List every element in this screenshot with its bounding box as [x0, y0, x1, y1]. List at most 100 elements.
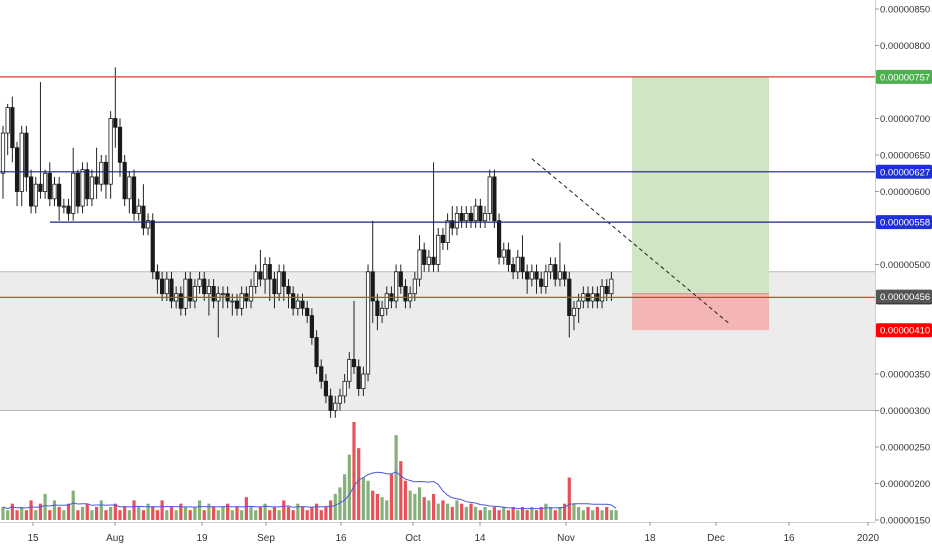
candle[interactable] [24, 125, 29, 192]
candle[interactable] [515, 249, 520, 280]
candle[interactable] [33, 176, 38, 214]
candle[interactable] [0, 125, 6, 199]
resistance-757-price-tag[interactable]: 0.00000757 [876, 69, 932, 84]
candle[interactable] [10, 96, 15, 163]
candle[interactable] [117, 118, 123, 177]
candle[interactable] [183, 271, 188, 316]
candle[interactable] [534, 264, 539, 294]
candle[interactable] [192, 279, 197, 309]
candle[interactable] [468, 206, 474, 228]
candle[interactable] [122, 155, 127, 207]
price-axis[interactable]: 0.00000850 0.00000800 0.00000700 0.00000650… [875, 5, 932, 527]
candle[interactable] [309, 308, 314, 345]
candle[interactable] [319, 359, 324, 389]
candle[interactable] [394, 264, 399, 309]
candle[interactable] [356, 359, 361, 396]
candle[interactable] [28, 169, 34, 214]
candle[interactable] [417, 235, 422, 287]
candle[interactable] [609, 271, 614, 301]
candle[interactable] [57, 176, 62, 221]
candle[interactable] [71, 147, 76, 221]
candle[interactable] [450, 206, 455, 236]
candle[interactable] [291, 286, 296, 316]
candle[interactable] [150, 213, 155, 280]
candle[interactable] [501, 242, 506, 265]
candle[interactable] [398, 264, 403, 294]
candle[interactable] [525, 264, 530, 294]
candle[interactable] [85, 162, 90, 207]
candle[interactable] [52, 176, 57, 207]
candle[interactable] [272, 271, 277, 309]
candle[interactable] [384, 286, 389, 316]
candle[interactable] [127, 171, 132, 214]
candle[interactable] [562, 264, 567, 287]
candle[interactable] [543, 264, 548, 294]
candle[interactable] [145, 213, 151, 236]
candle[interactable] [89, 169, 95, 207]
candle[interactable] [599, 279, 605, 309]
candle[interactable] [370, 220, 375, 323]
candle[interactable] [131, 169, 137, 221]
candle[interactable] [440, 228, 446, 250]
candle[interactable] [94, 147, 99, 199]
candle[interactable] [305, 301, 310, 323]
candle[interactable] [506, 242, 511, 272]
candle[interactable] [314, 330, 319, 374]
candle[interactable] [379, 301, 385, 323]
candle[interactable] [248, 279, 254, 309]
candle[interactable] [211, 279, 216, 309]
candle[interactable] [178, 286, 183, 316]
candle[interactable] [482, 206, 488, 228]
candle[interactable] [511, 257, 516, 280]
candle[interactable] [14, 141, 20, 207]
candle[interactable] [253, 264, 258, 294]
candle[interactable] [557, 242, 563, 287]
candle[interactable] [487, 169, 492, 221]
candle[interactable] [169, 271, 174, 309]
candle[interactable] [286, 279, 291, 309]
candle[interactable] [375, 293, 380, 331]
candle[interactable] [539, 271, 544, 294]
candle[interactable] [61, 198, 66, 214]
candle[interactable] [337, 388, 343, 411]
candle[interactable] [478, 198, 483, 228]
candle[interactable] [281, 264, 286, 302]
candle[interactable] [239, 286, 244, 316]
candle[interactable] [47, 162, 52, 207]
candle[interactable] [202, 271, 207, 301]
stop-loss-price-tag[interactable]: 0.00000410 [876, 323, 932, 338]
candle[interactable] [267, 257, 272, 301]
candle[interactable] [141, 184, 146, 236]
candle[interactable] [164, 271, 169, 301]
candle[interactable] [5, 103, 10, 155]
candle[interactable] [160, 271, 165, 301]
candle[interactable] [197, 271, 202, 294]
candle[interactable] [75, 169, 80, 214]
last-price-price-tag[interactable]: 0.00000456 [876, 289, 932, 304]
candle[interactable] [351, 301, 357, 374]
candle[interactable] [365, 264, 371, 382]
candle[interactable] [155, 264, 160, 294]
candle[interactable] [436, 228, 441, 272]
candle[interactable] [66, 198, 71, 221]
candle[interactable] [431, 162, 436, 272]
candle[interactable] [454, 206, 460, 236]
candle[interactable] [520, 235, 525, 280]
candle[interactable] [361, 366, 366, 396]
candle[interactable] [328, 388, 333, 418]
candle[interactable] [445, 213, 450, 250]
candle[interactable] [426, 249, 431, 272]
candle[interactable] [262, 257, 268, 294]
candle[interactable] [473, 198, 478, 228]
candle[interactable] [576, 293, 581, 323]
candle[interactable] [99, 155, 104, 192]
candle[interactable] [19, 125, 24, 207]
profit-zone[interactable] [632, 76, 769, 294]
levels-layer[interactable] [0, 76, 875, 298]
candle[interactable] [323, 374, 329, 404]
candle[interactable] [553, 257, 558, 287]
candle[interactable] [333, 395, 338, 418]
candle[interactable] [403, 279, 408, 309]
